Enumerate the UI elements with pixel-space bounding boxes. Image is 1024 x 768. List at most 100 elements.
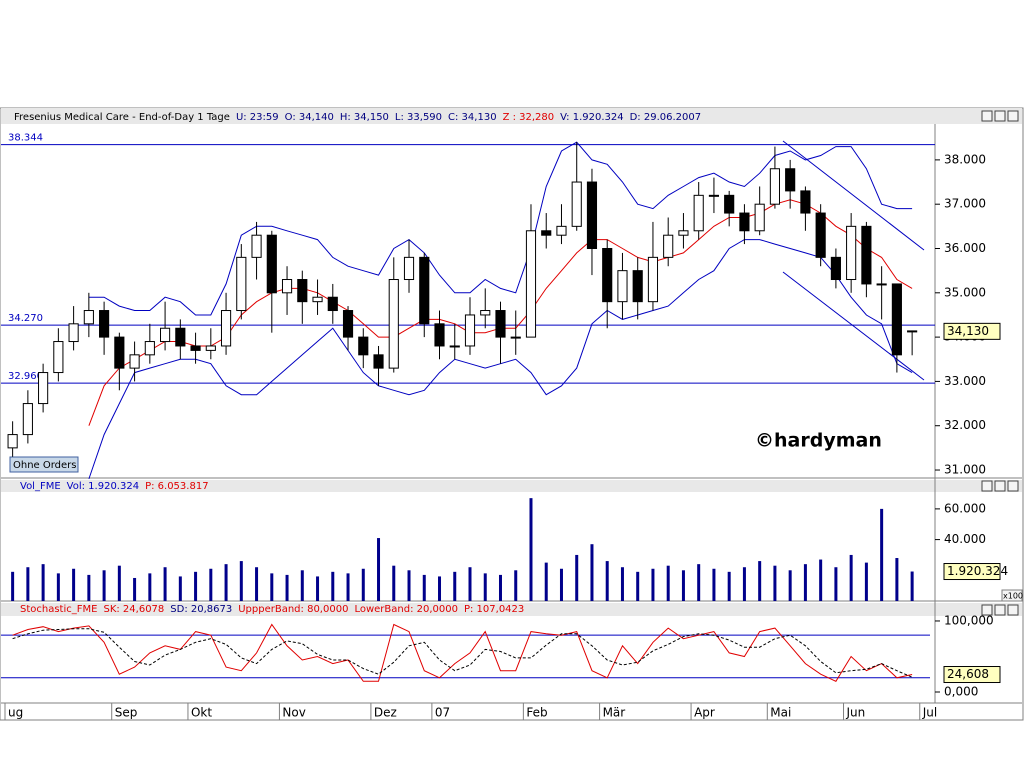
orders-button[interactable]: [9, 456, 79, 473]
x-tick-label: Mär: [603, 706, 626, 720]
maximize[interactable]: [994, 604, 1006, 616]
header-field: Vol_FME: [20, 481, 61, 492]
candle-body: [556, 225, 567, 236]
x-tick-label: Feb: [526, 706, 547, 720]
x-tick-label: Jun: [846, 706, 866, 720]
volume-bar: [712, 568, 716, 601]
candle-body: [266, 234, 277, 294]
x-tick-label: Apr: [694, 706, 715, 720]
volume-bar: [209, 568, 213, 601]
volume-bar: [346, 573, 350, 601]
volume-bar: [11, 571, 15, 601]
y-tick-label: 60.000: [944, 501, 986, 515]
x-tick-label: Jul: [922, 706, 937, 720]
x-tick-label: Mai: [770, 706, 791, 720]
candle-body: [68, 323, 79, 343]
last-value-label: 1.920.324: [947, 564, 1008, 578]
volume-bar: [316, 576, 320, 601]
y-tick-label: 37.000: [944, 197, 986, 211]
candle-body: [373, 354, 384, 369]
candle-body: [632, 270, 643, 303]
volume-bar: [605, 561, 609, 601]
last-value-label: 34,130: [947, 324, 989, 338]
candle-body: [38, 372, 49, 405]
stoch-line: [12, 628, 913, 678]
close[interactable]: [1007, 604, 1019, 616]
volume-bar: [438, 576, 442, 601]
candle-body: [891, 283, 902, 356]
volume-bar: [300, 570, 304, 601]
volume-header-bar: [1, 480, 1022, 492]
candle-body: [617, 270, 628, 303]
header-field: O: 34,140: [285, 112, 334, 123]
candle-body: [876, 283, 887, 286]
candle-body: [160, 327, 171, 343]
candle-body: [678, 230, 689, 236]
candle-body: [724, 194, 735, 214]
title-bar: [1, 108, 1022, 124]
maximize[interactable]: [994, 480, 1006, 492]
panel-header: Vol_FME Vol: 1.920.324 P: 6.053.817: [20, 481, 209, 492]
candle-body: [480, 310, 491, 316]
candle-body: [586, 181, 598, 249]
header-field: V: 1.920.324: [560, 112, 623, 123]
candle-body: [510, 336, 521, 339]
volume-bar: [468, 567, 472, 601]
candle-body: [419, 256, 430, 325]
y-tick-label: 33.000: [944, 374, 986, 388]
candle-body: [434, 323, 445, 347]
header-field: LowerBand: 20,0000: [354, 604, 458, 615]
x-tick-label: Dez: [374, 706, 397, 720]
header-field: Vol: 1.920.324: [67, 481, 139, 492]
volume-bar: [773, 565, 777, 601]
candle-body: [861, 225, 872, 285]
volume-bar: [681, 570, 685, 601]
header-field: C: 34,130: [448, 112, 497, 123]
stoch-line: [12, 623, 913, 682]
volume-bar: [422, 574, 426, 601]
close[interactable]: [1007, 110, 1019, 122]
candle-body: [205, 345, 216, 351]
volume-bar: [483, 573, 487, 601]
volume-bar: [590, 544, 594, 601]
volume-bar: [163, 567, 167, 601]
candle-body: [190, 345, 201, 351]
candle-body: [403, 256, 415, 281]
volume-bar: [194, 571, 198, 601]
minimize[interactable]: [981, 110, 993, 122]
candle-body: [800, 190, 811, 214]
overlay-line: [88, 239, 913, 480]
minimize[interactable]: [981, 604, 993, 616]
y-tick-label: 100,000: [944, 613, 994, 627]
window-buttons: [981, 110, 1019, 616]
volume-bar: [636, 571, 640, 601]
panel-header: Fresenius Medical Care - End-of-Day 1 Ta…: [14, 112, 701, 123]
candle-body: [693, 194, 704, 232]
volume-bar: [72, 568, 76, 601]
volume-bar: [864, 562, 868, 601]
minimize[interactable]: [981, 480, 993, 492]
maximize[interactable]: [994, 110, 1006, 122]
candle-body: [541, 230, 552, 236]
window: [0, 107, 1024, 721]
volume-bar: [41, 564, 45, 601]
scale-note-box: [1001, 589, 1023, 602]
y-tick-label: 40.000: [944, 532, 986, 546]
volume-bar: [102, 570, 106, 601]
volume-bar: [666, 565, 670, 601]
volume-bar: [620, 567, 624, 601]
close[interactable]: [1007, 480, 1019, 492]
channel-line: [782, 271, 925, 381]
volume-bar: [758, 561, 762, 601]
last-value-box: [943, 666, 1001, 684]
candle-body: [907, 330, 918, 333]
volume-bar: [697, 564, 701, 601]
volume-bar: [407, 570, 411, 601]
header-field: P: 107,0423: [464, 604, 524, 615]
candle-body: [175, 327, 186, 347]
y-tick-label: 31.000: [944, 463, 986, 477]
candle-body: [220, 310, 232, 347]
candle-body: [815, 212, 826, 258]
y-tick-label: 32.000: [944, 418, 986, 432]
candle-body: [525, 230, 537, 338]
